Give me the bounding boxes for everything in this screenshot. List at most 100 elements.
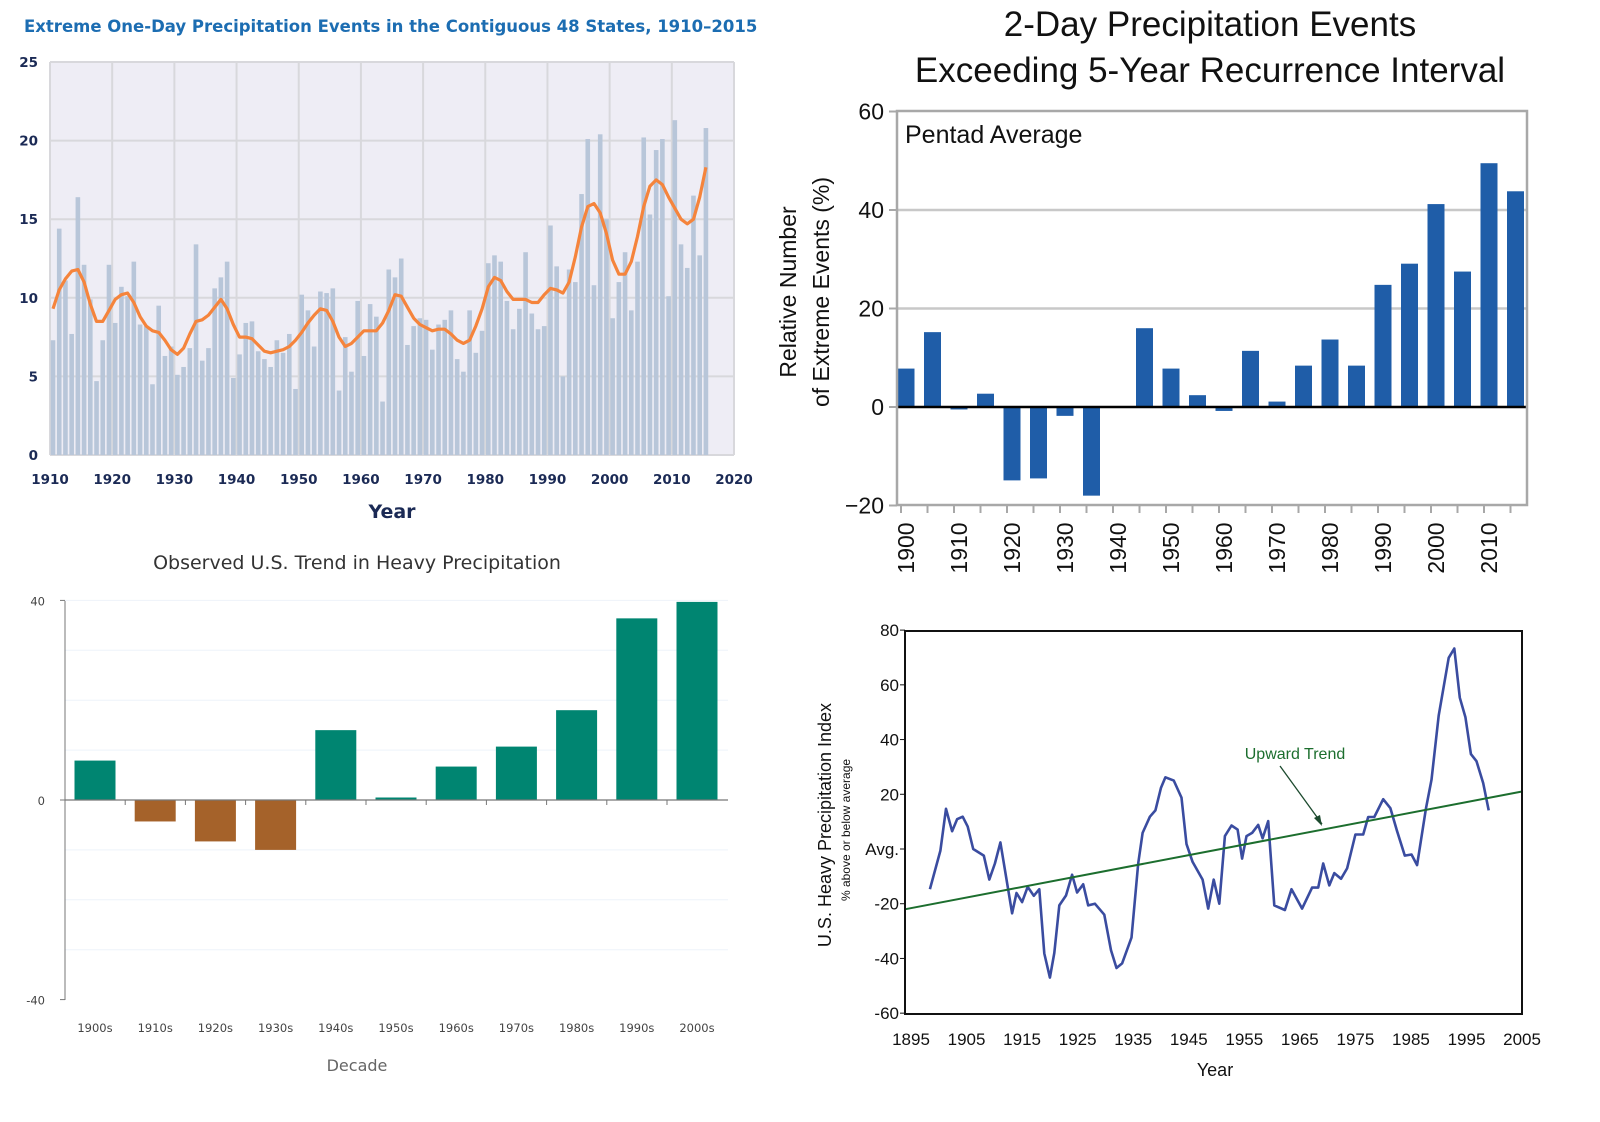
chart2-bar: [897, 368, 915, 407]
chart1-bar: [218, 277, 224, 455]
chart1-bar: [535, 329, 541, 455]
chart1-bar: [342, 337, 348, 455]
chart1-bar: [69, 333, 74, 455]
chart4-y-tick-label: -40: [874, 949, 899, 968]
chart3-x-tick-label: 1920s: [198, 1021, 233, 1035]
chart3-x-tick-label: 1900s: [77, 1021, 112, 1035]
chart1-bar: [63, 280, 68, 455]
chart2-bar: [1003, 407, 1021, 481]
chart2-x-tick-label: 1960: [1211, 522, 1237, 573]
chart1-bar: [641, 137, 647, 455]
chart1-bar: [510, 329, 516, 455]
chart1-bar: [436, 324, 441, 455]
chart3-x-tick-label: 2000s: [679, 1021, 714, 1035]
chart1-bar: [187, 348, 193, 455]
chart3-bar: [315, 730, 357, 800]
chart1-bar: [150, 384, 155, 455]
chart4-frame: [904, 630, 1523, 1015]
chart2-title-line2: Exceeding 5-Year Recurrence Interval: [915, 51, 1505, 90]
chart1-bar: [504, 300, 510, 455]
chart4-x-tick-label: 1985: [1392, 1030, 1430, 1049]
chart1-y-tick-label: 0: [29, 448, 38, 464]
chart1-bar: [703, 128, 709, 456]
chart1-bar: [175, 374, 180, 455]
chart4-y-axis-sublabel: % above or below average: [839, 759, 853, 901]
chart1-x-tick-label: 1910: [31, 472, 69, 488]
chart2-bar: [1162, 368, 1180, 407]
chart3-y-tick-label: -40: [26, 994, 45, 1008]
chart1-bar: [88, 299, 93, 455]
chart4-y-tick-label: 60: [880, 676, 899, 695]
chart1-bar: [653, 150, 659, 456]
chart4-y-tick-label: 80: [880, 621, 899, 640]
chart3-x-tick-label: 1960s: [439, 1021, 474, 1035]
chart2-bar: [1507, 191, 1524, 407]
chart1-bar: [367, 304, 373, 455]
chart3-y-tick-label: 40: [30, 594, 45, 608]
chart1-bar: [75, 197, 81, 455]
chart2-bar: [1321, 339, 1339, 407]
chart2-x-tick-label: 1920: [999, 522, 1025, 573]
chart4-arrowhead-icon: [1314, 815, 1322, 826]
chart1-bar: [579, 194, 584, 455]
chart3-bar: [134, 800, 176, 822]
chart3-bar: [676, 601, 718, 800]
chart1-bar: [249, 321, 255, 455]
chart4-x-tick-label: 1965: [1281, 1030, 1319, 1049]
chart1-bar: [94, 381, 99, 455]
chart4-trend-line: [905, 790, 1523, 911]
chart1-bar: [119, 286, 124, 455]
chart1-bar: [349, 371, 354, 455]
chart1-bar: [181, 366, 186, 455]
chart2-bar: [1189, 395, 1206, 407]
chart4-x-tick-label: 1925: [1059, 1030, 1097, 1049]
chart4-annotation-upward-trend: Upward Trend: [1245, 746, 1346, 763]
chart1-title: Extreme One-Day Precipitation Events in …: [24, 17, 757, 36]
chart1-x-tick-label: 1960: [342, 472, 380, 488]
chart1-bar: [448, 310, 454, 455]
chart4-x-tick-label: 1935: [1114, 1030, 1152, 1049]
chart4-y-tick-label: -20: [874, 895, 899, 914]
chart3-bar: [495, 746, 537, 800]
chart1-bar: [318, 291, 323, 455]
chart1-bar: [678, 244, 684, 455]
chart1-bar: [156, 305, 162, 455]
chart1-bar: [461, 371, 466, 455]
chart2-bar: [1427, 204, 1445, 407]
chart1-bar: [280, 352, 286, 455]
chart3-x-tick-label: 1950s: [378, 1021, 413, 1035]
chart1-bar: [106, 264, 112, 455]
chart1-bar: [293, 388, 298, 455]
chart2-bar: [924, 332, 941, 407]
chart3-bar: [616, 618, 658, 800]
chart1-bar: [243, 322, 249, 455]
chart1-x-tick-label: 1920: [93, 472, 131, 488]
chart1-bar: [647, 214, 653, 455]
chart1-bar: [610, 318, 615, 455]
chart4-x-axis-label: Year: [1197, 1060, 1233, 1080]
chart3-x-tick-label: 1910s: [138, 1021, 173, 1035]
chart2-y-axis-label-line2: of Extreme Events (%): [808, 177, 834, 407]
chart1-y-tick-label: 25: [19, 55, 38, 71]
chart4-y-axis-label: U.S. Heavy Precipitation Index: [815, 703, 835, 947]
chart2-bar: [1348, 365, 1365, 407]
chart2-bar: [1083, 407, 1100, 496]
chart2-y-tick-label: 40: [858, 197, 884, 223]
chart1-bar: [573, 282, 578, 455]
chart4-y-tick-label: Avg.: [865, 840, 899, 859]
chart2-y-tick-label: 0: [871, 394, 884, 420]
chart1-bar: [430, 349, 435, 455]
chart2-x-tick-label: 2010: [1476, 522, 1502, 573]
chart1-bar: [423, 319, 429, 455]
chart1-bar: [305, 310, 311, 455]
chart1-x-tick-label: 1950: [280, 472, 318, 488]
chart1-bar: [206, 348, 211, 455]
chart2-bar: [1268, 401, 1286, 407]
chart2-annotation: Pentad Average: [905, 121, 1082, 149]
chart4-y-tick-label: -60: [874, 1004, 899, 1023]
chart4-x-tick-label: 1895: [892, 1030, 930, 1049]
chart2-x-tick-label: 1950: [1158, 522, 1184, 573]
chart1-x-tick-label: 1990: [529, 472, 567, 488]
chart4-y-tick-label: 40: [880, 731, 899, 750]
chart2-y-axis-label-line1: Relative Number: [775, 206, 801, 378]
